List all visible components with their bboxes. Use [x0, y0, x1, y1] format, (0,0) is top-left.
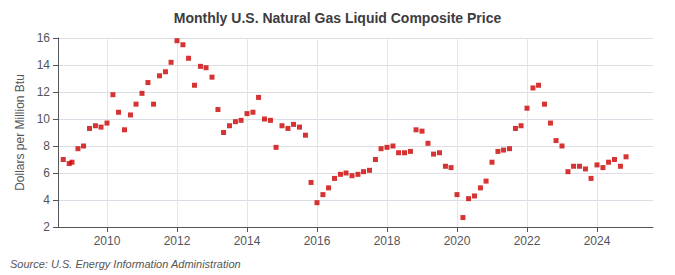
svg-text:2020: 2020	[444, 234, 471, 248]
svg-text:Dollars per Million Btu: Dollars per Million Btu	[13, 74, 27, 191]
svg-text:4: 4	[43, 193, 50, 207]
svg-text:2018: 2018	[374, 234, 401, 248]
svg-text:12: 12	[37, 85, 51, 99]
svg-text:14: 14	[37, 58, 51, 72]
svg-text:2024: 2024	[584, 234, 611, 248]
svg-text:6: 6	[43, 166, 50, 180]
svg-text:2010: 2010	[94, 234, 121, 248]
svg-text:2016: 2016	[304, 234, 331, 248]
svg-text:Monthly U.S. Natural Gas Liqui: Monthly U.S. Natural Gas Liquid Composit…	[174, 10, 502, 26]
svg-text:2022: 2022	[514, 234, 541, 248]
svg-text:2: 2	[43, 220, 50, 234]
svg-text:2012: 2012	[164, 234, 191, 248]
svg-text:10: 10	[37, 112, 51, 126]
svg-text:2014: 2014	[234, 234, 261, 248]
svg-text:Source: U.S. Energy Informatio: Source: U.S. Energy Information Administ…	[10, 258, 241, 270]
svg-text:8: 8	[43, 139, 50, 153]
svg-text:16: 16	[37, 31, 51, 45]
